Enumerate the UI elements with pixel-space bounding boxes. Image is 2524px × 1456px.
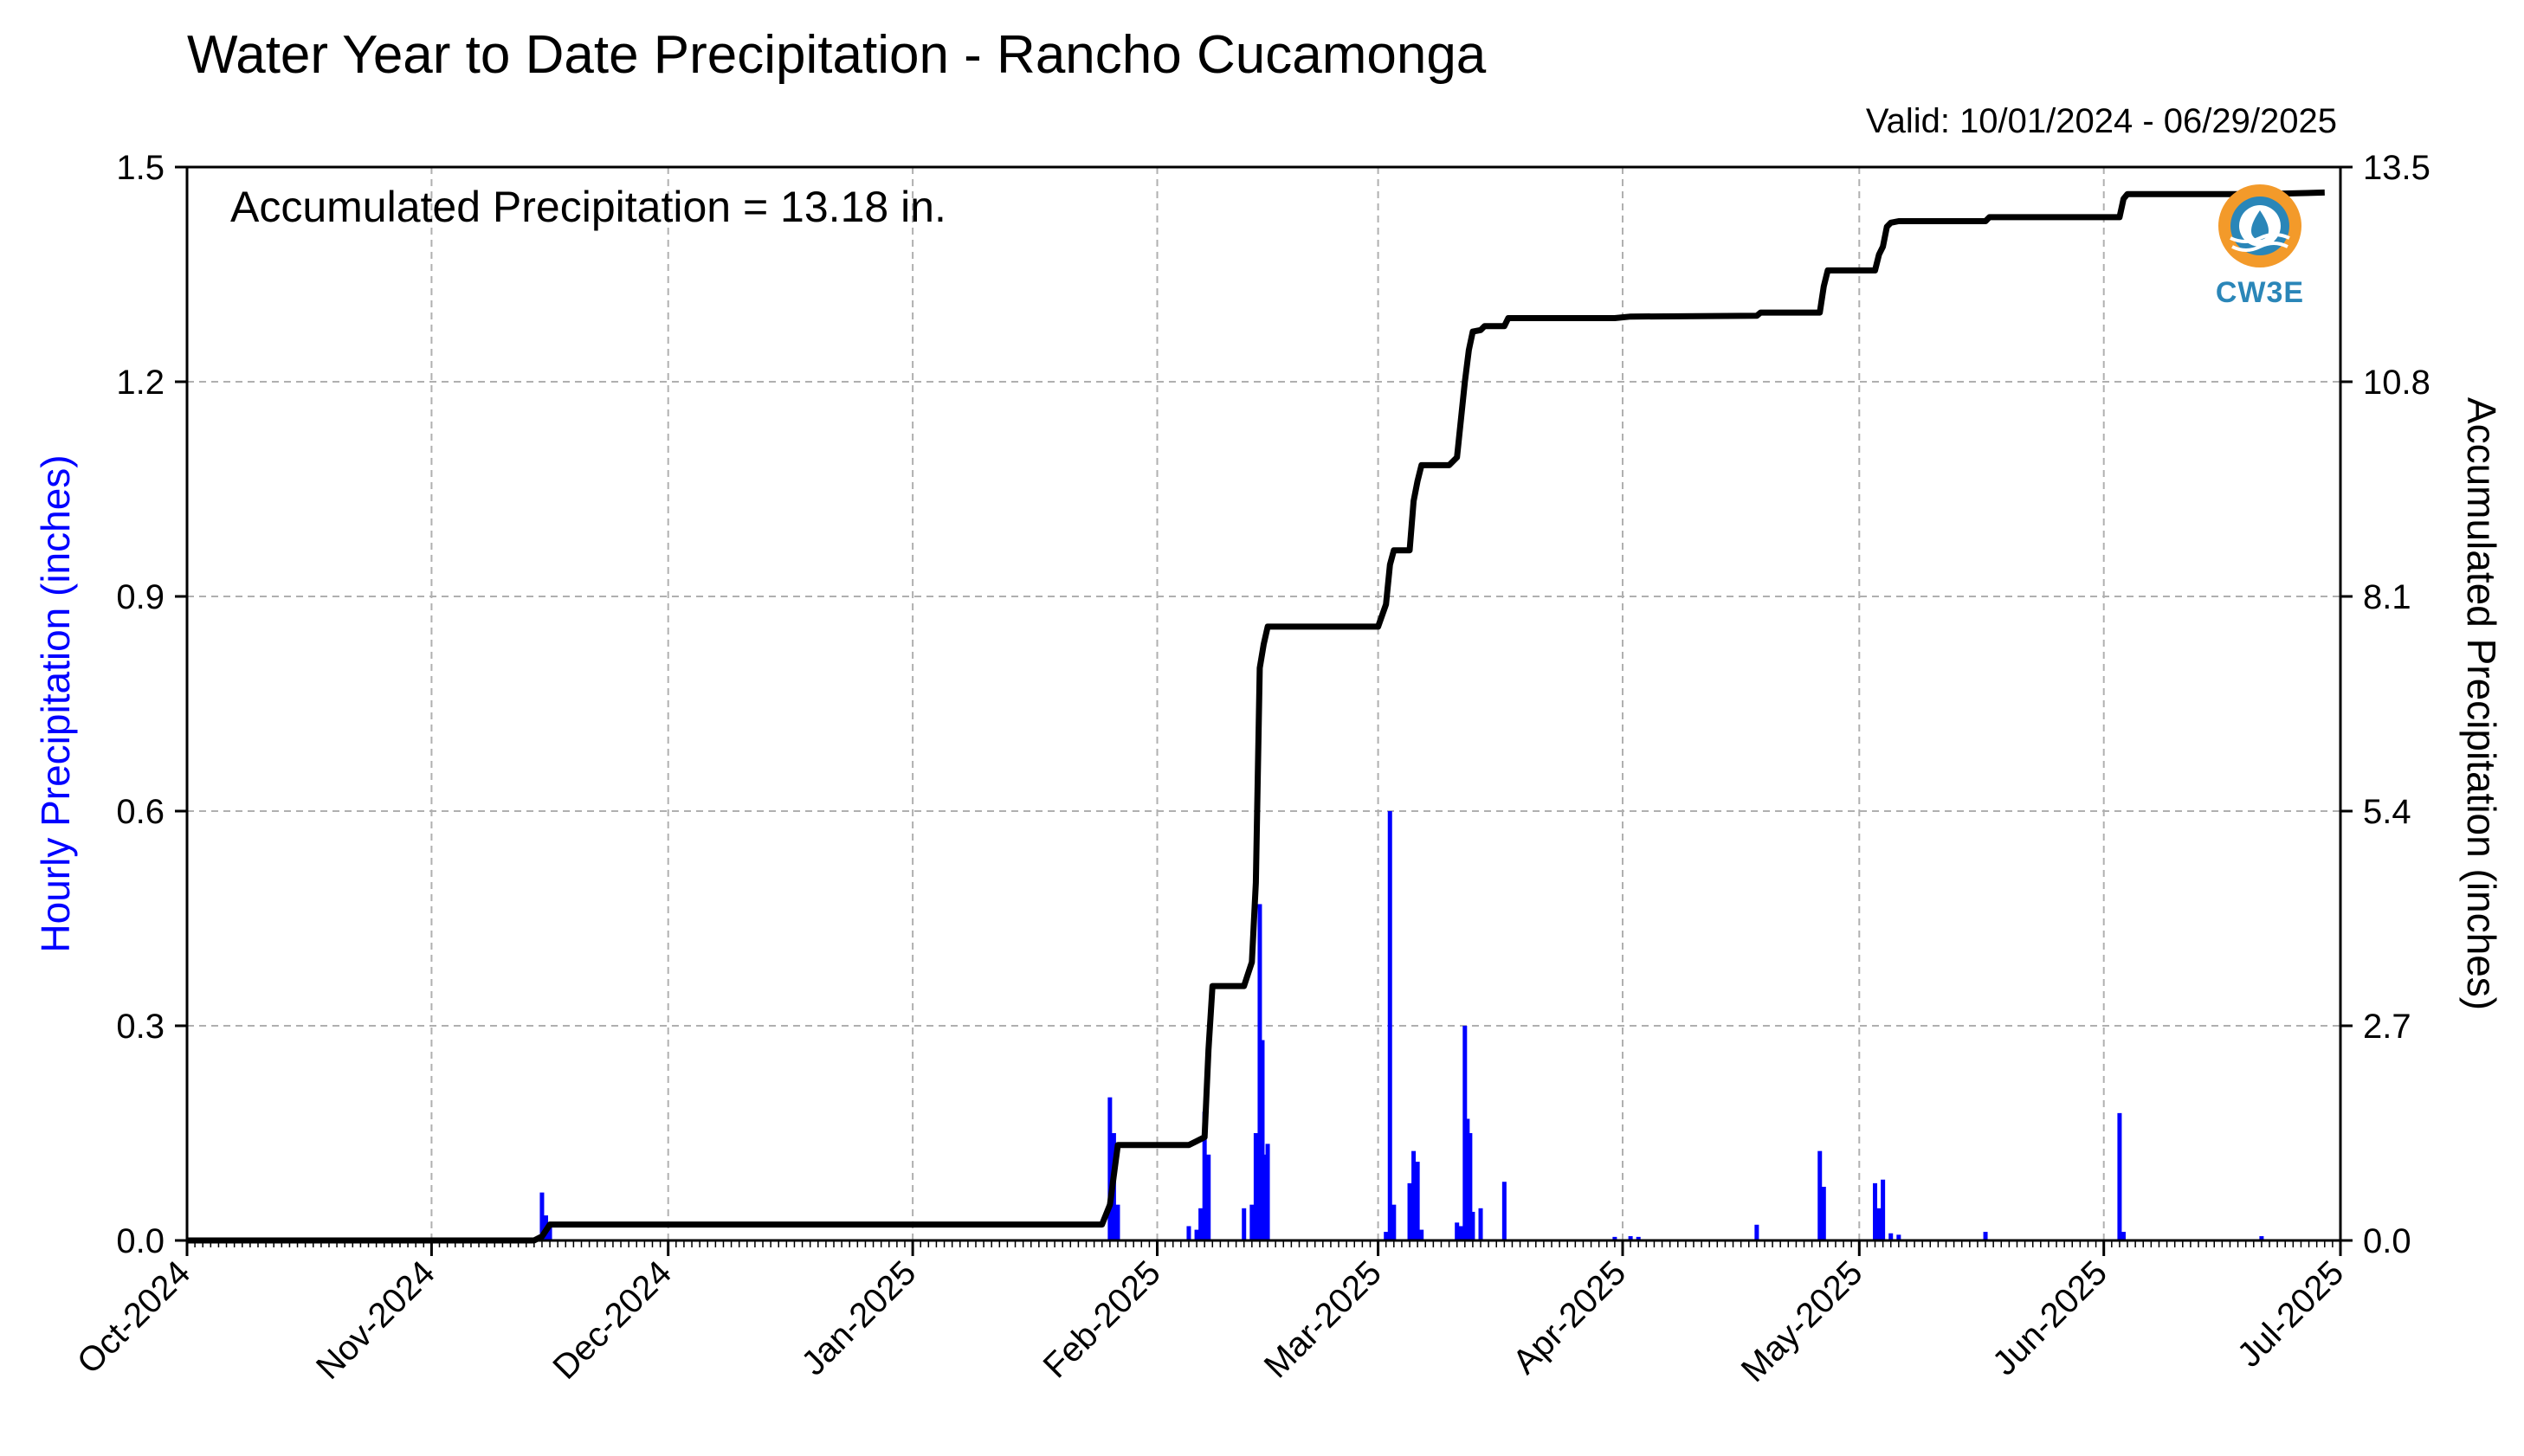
x-tick-label: May-2025: [1734, 1253, 1870, 1389]
hourly-bar: [539, 1192, 545, 1240]
hourly-bar: [1628, 1236, 1633, 1240]
hourly-bar: [1391, 1204, 1397, 1240]
hourly-bar: [1817, 1150, 1823, 1240]
plot-frame: [185, 165, 2342, 1242]
x-tick-label: Oct-2024: [70, 1253, 197, 1381]
x-tick-label: Apr-2025: [1506, 1253, 1633, 1381]
x-tick-label: Jun-2025: [1985, 1253, 2114, 1382]
hourly-bar: [1253, 1133, 1258, 1240]
y-left-tick-label: 0.9: [116, 578, 165, 616]
hourly-bar: [1257, 904, 1262, 1240]
hourly-bar: [1876, 1208, 1882, 1240]
y-right-tick-label: 8.1: [2363, 578, 2411, 616]
hourly-bar: [1754, 1224, 1759, 1240]
hourly-bar: [1202, 1111, 1207, 1240]
hourly-bar: [2259, 1236, 2264, 1240]
hourly-bar: [1462, 1026, 1468, 1240]
y-left-tick-label: 0.3: [116, 1008, 165, 1046]
hourly-bar: [1465, 1118, 1470, 1240]
cw3e-logo-icon: [2218, 184, 2301, 267]
hourly-bar: [1265, 1144, 1270, 1240]
y-left-tick-label: 0.6: [116, 793, 165, 831]
hourly-bar: [1384, 1232, 1389, 1240]
hourly-bar: [1242, 1208, 1247, 1240]
hourly-bar: [2121, 1232, 2126, 1240]
logo-text: CW3E: [2215, 276, 2305, 309]
y-right-tick-label: 5.4: [2363, 793, 2411, 831]
y-right-tick-label: 13.5: [2363, 149, 2430, 187]
hourly-bar: [1888, 1233, 1894, 1240]
hourly-bar: [1419, 1229, 1424, 1240]
x-tick-label: Jul-2025: [2230, 1253, 2352, 1375]
valid-date-range: Valid: 10/01/2024 - 06/29/2025: [1865, 102, 2337, 140]
hourly-bar: [1115, 1204, 1120, 1240]
hourly-bar: [2117, 1112, 2122, 1240]
hourly-bar: [1612, 1236, 1617, 1240]
hourly-bar: [1249, 1204, 1255, 1240]
hourly-bar: [1262, 1154, 1268, 1240]
accumulated-series-line: [187, 189, 2325, 1244]
hourly-bar: [1983, 1232, 1988, 1240]
accumulated-annotation: Accumulated Precipitation = 13.18 in.: [230, 183, 946, 231]
x-tick-label: Dec-2024: [545, 1253, 679, 1387]
y-left-tick-label: 0.0: [116, 1222, 165, 1260]
y-right-tick-label: 0.0: [2363, 1222, 2411, 1260]
hourly-bar: [1194, 1229, 1199, 1240]
x-tick-label: Mar-2025: [1257, 1253, 1389, 1385]
hourly-bar: [1260, 1040, 1265, 1240]
hourly-bar: [1411, 1150, 1417, 1240]
accumulated-line: [187, 189, 2325, 1244]
hourly-bar: [1881, 1179, 1886, 1240]
hourly-bar: [1821, 1187, 1826, 1240]
hourly-bar: [1407, 1182, 1412, 1240]
hourly-bar: [1107, 1097, 1113, 1240]
x-tick-label: Feb-2025: [1036, 1253, 1168, 1385]
hourly-bar: [1501, 1182, 1507, 1240]
hourly-bar: [1478, 1208, 1483, 1240]
y-right-tick-label: 2.7: [2363, 1008, 2411, 1046]
x-tick-label: Jan-2025: [794, 1253, 923, 1382]
y-right-tick-label: 10.8: [2363, 364, 2430, 402]
hourly-bar: [1470, 1211, 1475, 1240]
hourly-bar: [1636, 1236, 1641, 1240]
hourly-bar: [1198, 1208, 1204, 1240]
hourly-bar: [1206, 1154, 1211, 1240]
y-left-tick-label: 1.5: [116, 149, 165, 187]
hourly-bar: [1387, 811, 1392, 1240]
y-left-tick-label: 1.2: [116, 364, 165, 402]
hourly-bar: [547, 1226, 552, 1240]
x-tick-label: Nov-2024: [309, 1253, 442, 1387]
y-right-axis-label: Accumulated Precipitation (inches): [2459, 397, 2504, 1010]
hourly-bar: [1458, 1226, 1463, 1240]
hourly-bar: [1186, 1226, 1191, 1240]
chart-title: Water Year to Date Precipitation - Ranch…: [187, 25, 1487, 85]
y-left-axis-label: Hourly Precipitation (inches): [33, 454, 78, 952]
cw3e-logo: CW3E: [2199, 177, 2321, 316]
hourly-bar: [1873, 1182, 1878, 1240]
hourly-bar: [1415, 1162, 1420, 1240]
hourly-bar: [1455, 1222, 1460, 1240]
hourly-bar: [1468, 1133, 1473, 1240]
gridlines: [187, 167, 2340, 1240]
hourly-bar: [1896, 1234, 1901, 1240]
